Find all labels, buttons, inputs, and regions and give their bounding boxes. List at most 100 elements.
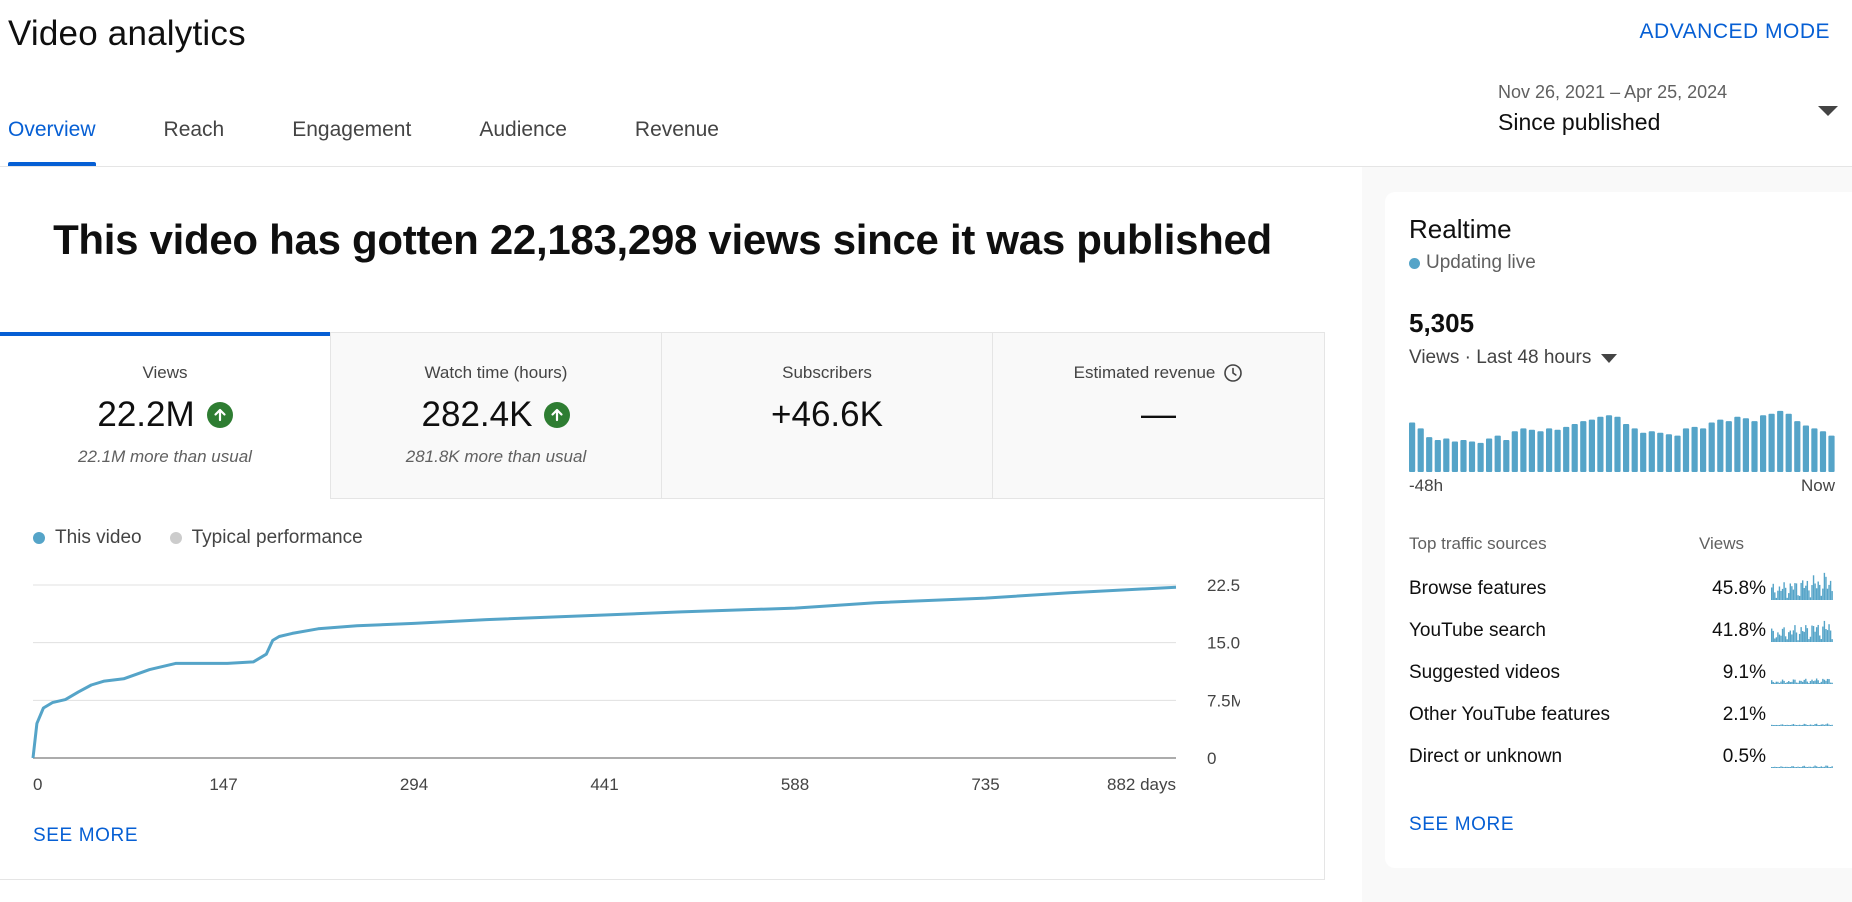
realtime-bar[interactable]	[1580, 421, 1587, 472]
sparkline-bar	[1780, 681, 1782, 684]
sparkline-bar	[1822, 678, 1824, 684]
realtime-bar[interactable]	[1691, 426, 1698, 472]
realtime-bar[interactable]	[1426, 437, 1433, 472]
metric-label: Views	[142, 363, 188, 382]
y-tick-label: 7.5M	[1207, 691, 1240, 710]
sparkline-bar	[1797, 724, 1799, 726]
traffic-source-name: YouTube search	[1409, 620, 1546, 641]
realtime-bar[interactable]	[1503, 440, 1510, 472]
sparkline-bar	[1792, 630, 1795, 642]
sparkline-bar	[1786, 724, 1788, 726]
realtime-bar[interactable]	[1768, 413, 1775, 472]
sparkline-bar	[1784, 587, 1787, 600]
realtime-bar[interactable]	[1811, 428, 1818, 472]
realtime-bar[interactable]	[1751, 421, 1758, 472]
sparkline-bar	[1819, 635, 1821, 642]
realtime-title: Realtime	[1409, 214, 1512, 244]
realtime-bar[interactable]	[1623, 424, 1630, 472]
advanced-mode-button[interactable]: ADVANCED MODE	[1639, 20, 1830, 43]
legend-typical-performance[interactable]: Typical performance	[169, 527, 363, 549]
traffic-source-row[interactable]: YouTube search 41.8%	[1409, 620, 1849, 662]
sparkline-bar	[1784, 725, 1787, 726]
realtime-bar[interactable]	[1554, 429, 1561, 472]
realtime-bar[interactable]	[1785, 413, 1792, 472]
sparkline-bar	[1795, 632, 1798, 642]
tab-audience[interactable]: Audience	[479, 118, 567, 141]
realtime-bar[interactable]	[1665, 434, 1672, 472]
sparkline-bar	[1772, 681, 1774, 684]
realtime-bar[interactable]	[1528, 429, 1535, 472]
realtime-bar[interactable]	[1640, 432, 1647, 472]
metric-views[interactable]: Views 22.2M 22.1M more than usual	[0, 332, 331, 499]
realtime-bar[interactable]	[1708, 422, 1715, 473]
traffic-source-row[interactable]: Browse features 45.8%	[1409, 572, 1849, 620]
realtime-bar[interactable]	[1451, 441, 1458, 473]
realtime-bar[interactable]	[1717, 419, 1724, 472]
realtime-bar[interactable]	[1794, 421, 1801, 472]
realtime-bar[interactable]	[1571, 424, 1578, 472]
realtime-bar[interactable]	[1819, 431, 1827, 472]
realtime-bar[interactable]	[1802, 425, 1809, 473]
realtime-bar[interactable]	[1605, 415, 1613, 472]
sparkline-bar	[1797, 766, 1799, 768]
date-range-selector[interactable]: Nov 26, 2021 – Apr 25, 2024 Since publis…	[1498, 82, 1838, 136]
realtime-bar[interactable]	[1434, 440, 1441, 472]
legend-this-video[interactable]: This video	[33, 527, 142, 549]
metric-subscribers[interactable]: Subscribers +46.6K	[662, 333, 993, 499]
realtime-bar[interactable]	[1443, 438, 1450, 473]
realtime-bar[interactable]	[1631, 428, 1638, 472]
realtime-bar[interactable]	[1725, 421, 1732, 472]
realtime-bar[interactable]	[1486, 438, 1493, 473]
realtime-bar[interactable]	[1511, 431, 1518, 472]
sparkline-bar	[1774, 592, 1776, 600]
realtime-bar[interactable]	[1657, 432, 1664, 472]
realtime-bar[interactable]	[1742, 418, 1749, 472]
see-more-button[interactable]: SEE MORE	[33, 825, 139, 846]
realtime-bar[interactable]	[1597, 416, 1604, 472]
traffic-sources-list: Browse features 45.8% YouTube search 41.8% S…	[1409, 572, 1849, 788]
realtime-bar[interactable]	[1760, 415, 1767, 472]
sparkline-bar	[1808, 683, 1810, 684]
sparkline-bar	[1803, 679, 1805, 684]
metric-estimated-revenue[interactable]: Estimated revenue —	[993, 333, 1324, 499]
realtime-bar[interactable]	[1477, 442, 1484, 472]
sparkline-bar	[1781, 766, 1784, 768]
realtime-bar[interactable]	[1494, 435, 1501, 472]
tab-overview[interactable]: Overview	[0, 112, 96, 166]
sparkline-bar	[1784, 766, 1787, 768]
sparkline-bar	[1788, 725, 1790, 726]
sparkline-bar	[1800, 680, 1802, 684]
realtime-bar[interactable]	[1460, 440, 1467, 472]
realtime-see-more-button[interactable]: SEE MORE	[1409, 814, 1515, 835]
sparkline-bar	[1781, 724, 1784, 726]
sparkline-bar	[1789, 630, 1791, 642]
tab-revenue[interactable]: Revenue	[634, 118, 719, 141]
traffic-source-row[interactable]: Suggested videos 9.1%	[1409, 662, 1849, 704]
realtime-bar[interactable]	[1648, 431, 1655, 472]
traffic-sparkline	[1771, 572, 1833, 600]
traffic-source-row[interactable]: Direct or unknown 0.5%	[1409, 746, 1849, 788]
realtime-bar[interactable]	[1417, 428, 1424, 472]
realtime-bar[interactable]	[1682, 428, 1690, 472]
realtime-bar[interactable]	[1614, 416, 1621, 472]
realtime-period-selector[interactable]: Views · Last 48 hours	[1409, 347, 1618, 369]
realtime-bar[interactable]	[1588, 419, 1595, 472]
realtime-bar[interactable]	[1520, 428, 1527, 472]
sparkline-bar	[1771, 628, 1773, 642]
realtime-bar[interactable]	[1828, 435, 1835, 472]
realtime-bar[interactable]	[1468, 441, 1476, 473]
sparkline-bar	[1823, 620, 1826, 642]
traffic-source-row[interactable]: Other YouTube features 2.1%	[1409, 704, 1849, 746]
realtime-bar[interactable]	[1734, 416, 1741, 472]
realtime-bar[interactable]	[1700, 428, 1707, 472]
realtime-bar[interactable]	[1563, 426, 1570, 472]
metric-watch-time[interactable]: Watch time (hours) 282.4K 281.8K more th…	[331, 333, 662, 499]
realtime-bar[interactable]	[1409, 422, 1416, 473]
realtime-bar[interactable]	[1546, 428, 1553, 472]
realtime-bar[interactable]	[1674, 435, 1681, 472]
tab-engagement[interactable]: Engagement	[292, 118, 412, 141]
sparkline-bar	[1784, 636, 1787, 642]
realtime-bar[interactable]	[1777, 410, 1784, 472]
realtime-bar[interactable]	[1537, 431, 1544, 472]
tab-reach[interactable]: Reach	[163, 118, 225, 141]
